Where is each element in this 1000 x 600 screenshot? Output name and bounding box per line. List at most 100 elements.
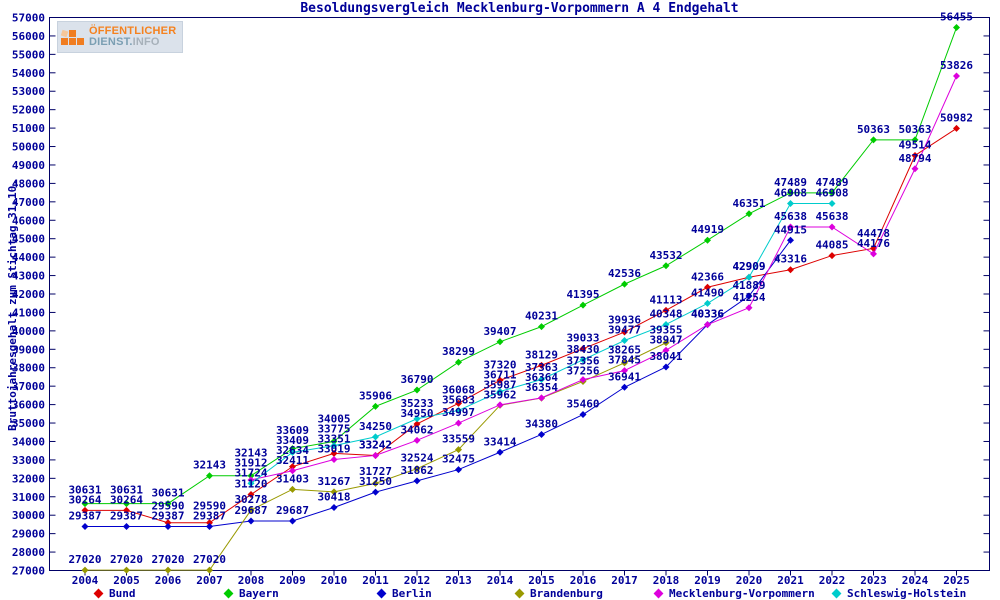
data-point: [870, 136, 877, 144]
point-label: 44085: [815, 239, 848, 252]
data-point: [662, 339, 670, 347]
point-label: 31120: [234, 478, 267, 491]
data-point: [787, 200, 794, 208]
point-label: 50363: [898, 123, 931, 136]
point-label: 32524: [400, 452, 433, 465]
x-tick-label: 2025: [943, 574, 970, 587]
x-tick-label: 2012: [404, 574, 431, 587]
point-label: 37256: [566, 364, 599, 377]
data-point: [538, 361, 545, 369]
legend-marker-icon: [223, 588, 234, 599]
point-label: 32475: [442, 453, 475, 466]
y-tick-label: 48000: [12, 177, 45, 190]
x-tick-label: 2004: [72, 574, 99, 587]
data-point: [247, 506, 255, 514]
data-point: [413, 465, 421, 473]
data-point: [289, 445, 296, 453]
x-tick-label: 2017: [611, 574, 638, 587]
data-point: [704, 321, 711, 329]
data-point: [870, 250, 877, 258]
point-label: 33242: [359, 438, 392, 451]
point-label: 27020: [110, 553, 143, 566]
point-label: 35962: [483, 388, 516, 401]
series-bund: [81, 124, 960, 527]
point-label: 30278: [234, 493, 267, 506]
data-point: [745, 210, 753, 218]
data-point: [621, 328, 628, 336]
point-label: 35906: [359, 389, 392, 402]
point-label: 30264: [110, 493, 143, 506]
data-point: [621, 359, 628, 367]
data-point: [372, 433, 379, 441]
legend-marker-icon: [514, 588, 525, 599]
y-tick-label: 27000: [12, 565, 45, 578]
y-tick-label: 38000: [12, 362, 45, 375]
data-point: [911, 151, 919, 159]
point-label: 42909: [732, 260, 765, 273]
legend-marker-icon: [831, 588, 842, 599]
x-tick-label: 2009: [279, 574, 306, 587]
y-tick-label: 34000: [12, 435, 45, 448]
data-point: [538, 430, 545, 438]
data-point: [247, 472, 255, 480]
data-point: [81, 522, 89, 530]
point-label: 53826: [940, 59, 973, 72]
y-axis: 27000 28000 29000 30000 31000 32000 33000 34000…: [12, 12, 990, 578]
point-label: 38299: [442, 345, 475, 358]
x-tick-label: 2014: [487, 574, 514, 587]
y-tick-label: 57000: [12, 12, 45, 25]
point-label: 31267: [317, 475, 350, 488]
point-label: 43532: [649, 249, 682, 262]
legend-label: Berlin: [392, 587, 432, 600]
point-label: 36354: [525, 381, 558, 394]
y-tick-label: 36000: [12, 399, 45, 412]
x-tick-label: 2015: [528, 574, 555, 587]
point-label: 41889: [732, 279, 765, 292]
y-tick-label: 29000: [12, 528, 45, 541]
series-line: [85, 27, 957, 505]
point-label: 37320: [483, 358, 516, 371]
logo-text: ÖFFENTLICHER DIENST.INFO: [89, 26, 176, 48]
x-tick-label: 2020: [736, 574, 763, 587]
x-tick-label: 2024: [902, 574, 929, 587]
point-label: 27020: [68, 553, 101, 566]
x-tick-label: 2016: [570, 574, 597, 587]
data-point: [787, 266, 794, 274]
point-label: 41490: [691, 286, 724, 299]
data-point: [787, 223, 794, 231]
data-point: [289, 448, 296, 456]
point-label: 31727: [359, 465, 392, 478]
data-point: [496, 387, 504, 395]
y-tick-label: 28000: [12, 546, 45, 559]
point-label: 34005: [317, 413, 350, 426]
data-point: [662, 346, 670, 354]
logo-line1: ÖFFENTLICHER: [89, 25, 177, 37]
point-label: 38265: [608, 344, 641, 357]
data-point: [206, 522, 213, 530]
legend-item-schleswig-holstein: Schleswig-Holstein: [831, 587, 966, 600]
point-label: 46351: [732, 197, 765, 210]
point-label: 29387: [151, 509, 184, 522]
y-tick-label: 47000: [12, 196, 45, 209]
data-point: [81, 566, 89, 574]
data-point: [372, 451, 379, 459]
data-point: [164, 566, 172, 574]
point-label: 39355: [649, 323, 682, 336]
data-point: [787, 189, 794, 197]
series-bayern: [81, 24, 960, 508]
y-tick-label: 43000: [12, 270, 45, 283]
point-label: 47489: [815, 176, 848, 189]
point-label: 44176: [857, 237, 890, 250]
oeffentlicher-dienst-logo[interactable]: ÖFFENTLICHER DIENST.INFO: [57, 21, 184, 53]
point-label: 29687: [234, 504, 267, 517]
legend: Bund Bayern Berlin Brandenburg Mecklenburg-V…: [0, 587, 1000, 600]
data-point: [579, 301, 587, 309]
point-label: 41254: [732, 291, 765, 304]
data-point: [496, 401, 504, 409]
point-label: 38947: [649, 333, 682, 346]
legend-label: Brandenburg: [530, 587, 603, 600]
point-label: 39936: [608, 314, 641, 327]
point-label: 36068: [442, 383, 475, 396]
data-point: [704, 299, 711, 307]
point-label: 44478: [857, 227, 890, 240]
